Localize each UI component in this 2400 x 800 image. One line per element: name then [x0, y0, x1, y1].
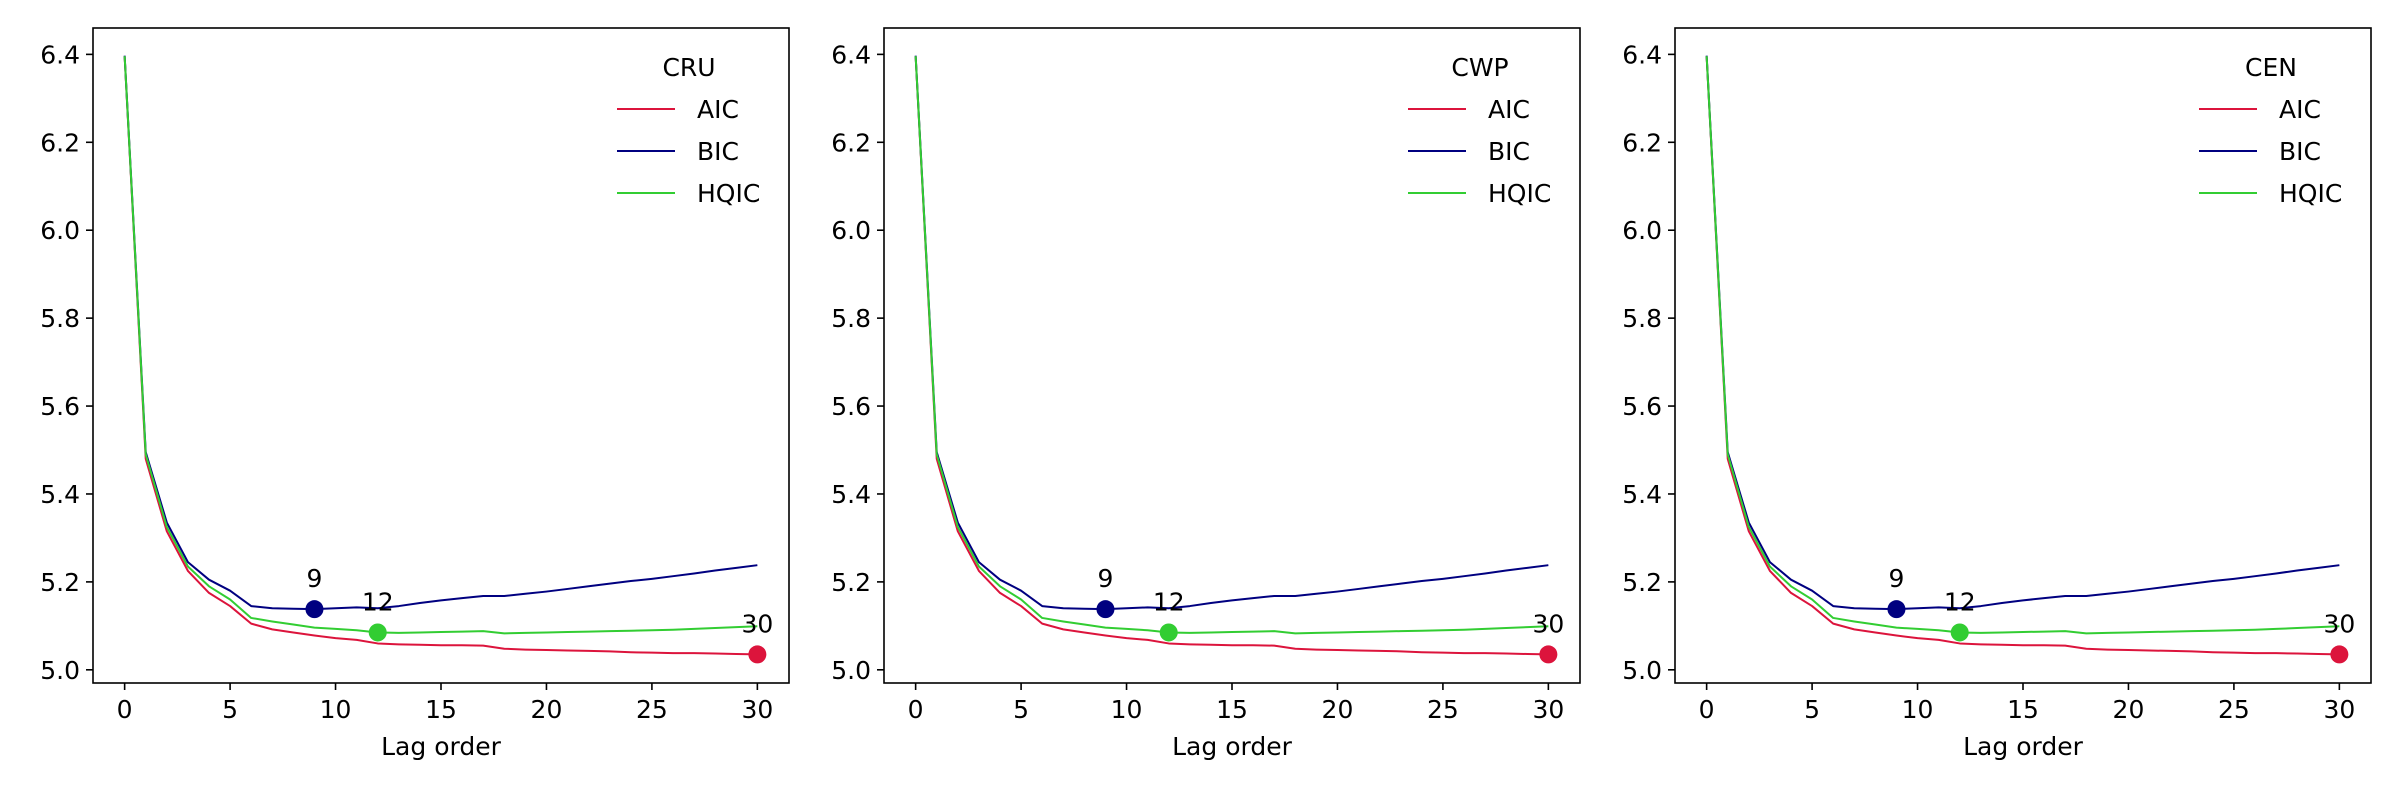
- x-tick-label: 15: [2007, 695, 2039, 724]
- legend-entry-aic: AIC: [1488, 95, 1530, 124]
- x-tick-label: 30: [741, 695, 773, 724]
- y-tick-label: 5.6: [40, 392, 80, 421]
- x-tick-label: 25: [636, 695, 668, 724]
- y-tick-label: 6.4: [40, 40, 80, 69]
- y-tick-label: 5.2: [40, 568, 80, 597]
- x-axis-label: Lag order: [1172, 732, 1292, 761]
- y-tick-label: 6.0: [831, 216, 871, 245]
- legend-entry-hqic: HQIC: [1488, 179, 1551, 208]
- x-tick-label: 5: [1804, 695, 1820, 724]
- x-tick-label: 5: [1013, 695, 1029, 724]
- x-tick-label: 10: [1902, 695, 1934, 724]
- series-line-hqic: [123, 56, 758, 635]
- chart-panel-0: 9 12 30 0 5 10 15 20 25 30 5.0 5.2 5.4 5.6 5.8 6.0 6.2 6.…: [40, 27, 790, 761]
- x-tick-label: 5: [222, 695, 238, 724]
- x-tick-label: 30: [2323, 695, 2355, 724]
- x-tick-label: 0: [1699, 695, 1715, 724]
- min-marker-aic: [2330, 645, 2349, 664]
- legend-title: CEN: [2245, 53, 2297, 82]
- min-label-aic: 30: [2323, 609, 2355, 638]
- y-tick-label: 5.8: [1622, 304, 1662, 333]
- y-tick-label: 5.6: [1622, 392, 1662, 421]
- legend: CRU AIC BIC HQIC: [617, 53, 760, 208]
- x-tick-label: 20: [1322, 695, 1354, 724]
- plot-frame: [883, 27, 1581, 684]
- y-tick-label: 5.6: [831, 392, 871, 421]
- legend-entry-aic: AIC: [697, 95, 739, 124]
- legend-entry-bic: BIC: [2279, 137, 2321, 166]
- legend-entry-aic: AIC: [2279, 95, 2321, 124]
- min-label-aic: 30: [1532, 609, 1564, 638]
- min-marker-bic: [305, 600, 324, 619]
- series-line-bic: [914, 55, 1549, 611]
- min-label-aic: 30: [741, 609, 773, 638]
- min-label-hqic: 12: [1944, 587, 1976, 616]
- y-tick-label: 6.2: [1622, 128, 1662, 157]
- x-tick-label: 0: [908, 695, 924, 724]
- legend-entry-hqic: HQIC: [697, 179, 760, 208]
- plot-frame: [92, 27, 790, 684]
- y-tick-label: 5.2: [831, 568, 871, 597]
- y-tick-label: 5.4: [1622, 480, 1662, 509]
- x-tick-label: 0: [117, 695, 133, 724]
- min-marker-bic: [1096, 600, 1115, 619]
- x-tick-label: 25: [1427, 695, 1459, 724]
- chart-panel-1: 9 12 30 0 5 10 15 20 25 30 5.0 5.2 5.4 5.6 5.8 6.0 6.2 6.…: [831, 27, 1581, 761]
- x-tick-label: 10: [1111, 695, 1143, 724]
- series-line-hqic: [1705, 56, 2340, 635]
- x-axis-label: Lag order: [381, 732, 501, 761]
- series-line-bic: [1705, 55, 2340, 611]
- y-tick-label: 5.2: [1622, 568, 1662, 597]
- y-tick-label: 5.4: [831, 480, 871, 509]
- y-tick-label: 6.0: [40, 216, 80, 245]
- min-label-bic: 9: [1098, 564, 1114, 593]
- series-line-hqic: [914, 56, 1549, 635]
- legend-entry-bic: BIC: [697, 137, 739, 166]
- y-tick-label: 6.2: [40, 128, 80, 157]
- series-line-aic: [123, 56, 758, 656]
- x-tick-label: 15: [1216, 695, 1248, 724]
- y-tick-label: 6.0: [1622, 216, 1662, 245]
- min-label-hqic: 12: [1153, 587, 1185, 616]
- min-marker-aic: [1539, 645, 1558, 664]
- x-tick-label: 30: [1532, 695, 1564, 724]
- legend: CEN AIC BIC HQIC: [2199, 53, 2342, 208]
- legend-entry-bic: BIC: [1488, 137, 1530, 166]
- y-tick-label: 5.8: [40, 304, 80, 333]
- legend-title: CWP: [1451, 53, 1508, 82]
- y-tick-label: 6.4: [831, 40, 871, 69]
- legend-title: CRU: [662, 53, 715, 82]
- y-tick-label: 5.8: [831, 304, 871, 333]
- x-axis-label: Lag order: [1963, 732, 2083, 761]
- series-line-aic: [914, 56, 1549, 656]
- y-tick-label: 6.2: [831, 128, 871, 157]
- min-label-hqic: 12: [362, 587, 394, 616]
- x-tick-label: 20: [531, 695, 563, 724]
- x-tick-label: 20: [2113, 695, 2145, 724]
- x-tick-label: 15: [425, 695, 457, 724]
- legend-entry-hqic: HQIC: [2279, 179, 2342, 208]
- min-label-bic: 9: [307, 564, 323, 593]
- series-line-bic: [123, 55, 758, 611]
- plot-frame: [1674, 27, 2372, 684]
- min-label-bic: 9: [1889, 564, 1905, 593]
- y-tick-label: 5.0: [1622, 656, 1662, 685]
- y-tick-label: 5.0: [40, 656, 80, 685]
- chart-panel-2: 9 12 30 0 5 10 15 20 25 30 5.0 5.2 5.4 5.6 5.8 6.0 6.2 6.…: [1622, 27, 2372, 761]
- min-marker-bic: [1887, 600, 1906, 619]
- x-tick-label: 25: [2218, 695, 2250, 724]
- min-marker-hqic: [368, 623, 387, 642]
- min-marker-hqic: [1159, 623, 1178, 642]
- x-tick-label: 10: [320, 695, 352, 724]
- y-tick-label: 5.4: [40, 480, 80, 509]
- min-marker-hqic: [1950, 623, 1969, 642]
- y-tick-label: 5.0: [831, 656, 871, 685]
- legend: CWP AIC BIC HQIC: [1408, 53, 1551, 208]
- min-marker-aic: [748, 645, 767, 664]
- series-line-aic: [1705, 56, 2340, 656]
- y-tick-label: 6.4: [1622, 40, 1662, 69]
